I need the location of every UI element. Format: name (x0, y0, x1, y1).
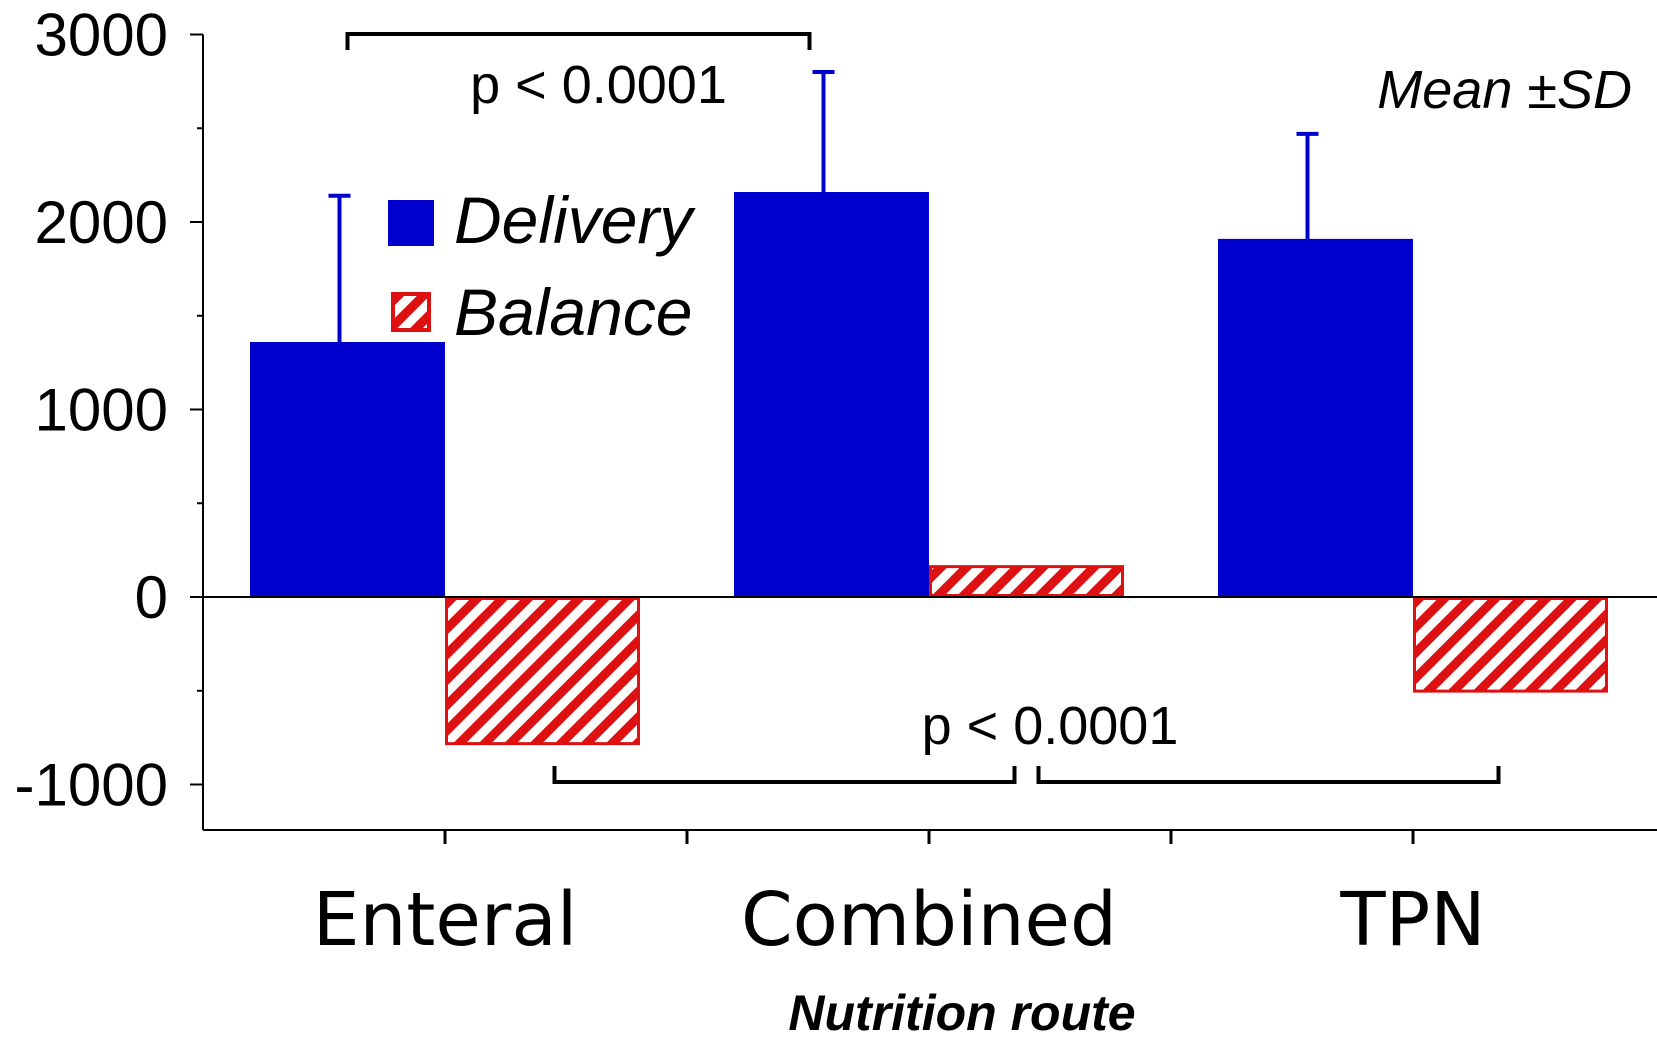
bar-balance-enteral (445, 597, 640, 746)
legend-swatch-delivery (388, 200, 434, 246)
bar-balance-combined (929, 565, 1124, 597)
plot-area (250, 70, 1608, 746)
bar-delivery-combined (734, 192, 929, 597)
annotations: p < 0.0001 p < 0.0001 (345, 32, 1501, 784)
legend: Delivery Balance (388, 183, 696, 349)
mean-sd-note: Mean ±SD (1377, 60, 1632, 120)
top-p-value-label: p < 0.0001 (470, 55, 727, 115)
y-tick-label-3000: 3000 (35, 2, 168, 69)
y-tick-label-2000: 2000 (35, 189, 168, 256)
y-tick-label-1000: -1000 (15, 752, 168, 819)
bar-delivery-enteral (250, 342, 445, 597)
x-tick-label-enteral: Enteral (313, 877, 578, 963)
y-tick-label-0: 0 (135, 564, 168, 631)
bottom-significance-bracket-1 (552, 766, 1017, 784)
bottom-p-value-label: p < 0.0001 (922, 696, 1179, 756)
legend-label-delivery: Delivery (454, 183, 696, 257)
y-tick-label-1000: 1000 (35, 377, 168, 444)
axes: Enteral Combined TPN -1000 0 1000 2000 3000 (15, 2, 1657, 963)
bar-balance-tpn (1413, 597, 1608, 693)
legend-swatch-balance (391, 292, 431, 332)
bar-delivery-tpn (1218, 238, 1413, 597)
x-tick-label-combined: Combined (741, 877, 1117, 963)
top-significance-bracket (345, 32, 812, 50)
x-axis-title: Nutrition route (788, 985, 1135, 1039)
legend-label-balance: Balance (454, 275, 693, 349)
x-tick-label-tpn: TPN (1339, 877, 1485, 963)
bottom-significance-bracket-2 (1036, 766, 1501, 784)
